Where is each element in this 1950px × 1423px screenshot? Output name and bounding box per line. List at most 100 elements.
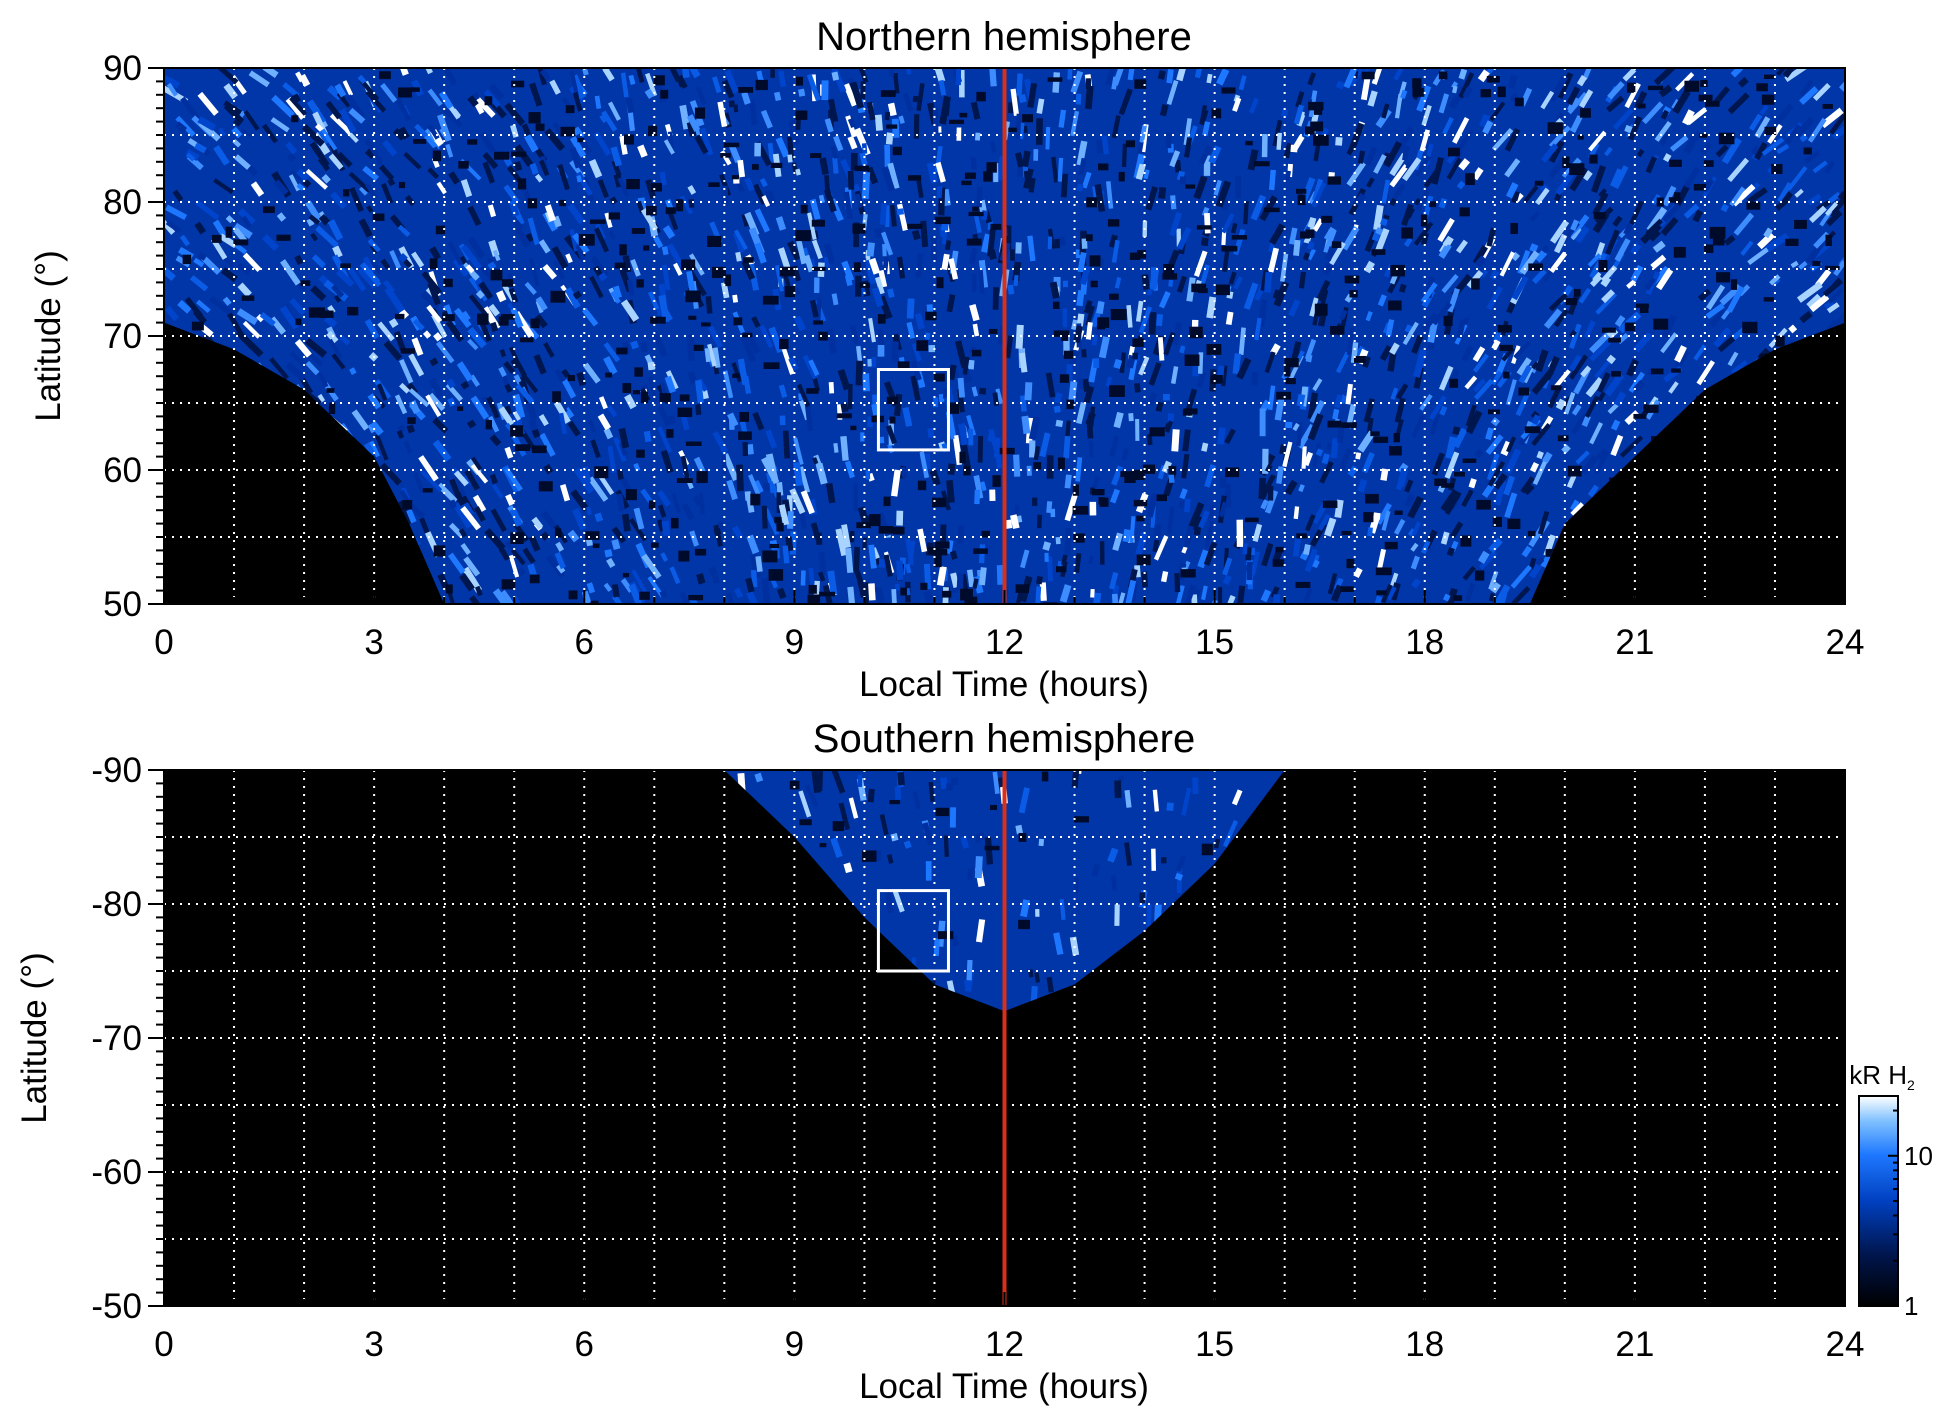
emission-gap [806,388,819,394]
emission-streak [1023,170,1029,179]
emission-streak [1169,212,1182,237]
emission-gap [676,478,693,483]
emission-streak [328,338,343,360]
emission-streak [705,296,713,314]
emission-streak [1312,218,1324,232]
emission-streak [1163,331,1176,356]
emission-streak [954,435,961,452]
emission-streak [1511,190,1520,204]
emission-streak [1364,146,1378,166]
emission-streak [1443,587,1458,604]
emission-streak [1727,92,1750,115]
emission-streak [770,68,775,78]
emission-gap [1429,201,1437,208]
emission-streak [1431,452,1445,476]
emission-streak [508,287,519,304]
emission-streak [927,428,935,438]
emission-streak [1390,387,1399,400]
emission-streak [1279,443,1287,455]
emission-gap [1376,590,1387,596]
emission-streak [1623,222,1634,236]
emission-gap [751,164,759,170]
emission-streak [1160,570,1169,583]
emission-gap [326,388,335,393]
emission-gap [1327,420,1342,428]
emission-streak [1206,73,1213,84]
emission-streak [429,357,439,367]
emission-gap [1684,80,1700,92]
emission-streak [761,577,771,604]
emission-streak [223,83,238,100]
emission-streak [905,563,912,574]
emission-gap [990,804,998,811]
emission-streak [1215,180,1232,208]
emission-streak [394,394,408,415]
emission-streak [1393,518,1406,535]
emission-streak [374,434,389,461]
emission-streak [1377,294,1387,307]
emission-streak [874,228,882,238]
emission-streak [1812,83,1831,101]
emission-gap [707,235,722,247]
emission-streak [587,476,609,502]
emission-streak [289,169,303,181]
emission-streak [728,143,742,164]
emission-streak [1458,158,1471,171]
emission-streak [166,82,178,97]
emission-streak [1472,353,1489,373]
emission-streak [717,101,728,128]
emission-streak [1008,102,1014,114]
emission-streak [894,786,902,800]
emission-streak [1064,527,1072,556]
emission-gap [1462,458,1477,463]
emission-streak [330,191,347,210]
emission-streak [1114,780,1122,799]
emission-streak [1045,127,1051,150]
emission-streak [1419,393,1433,411]
emission-streak [1192,362,1200,377]
emission-streak [850,325,860,345]
emission-streak [712,347,721,368]
emission-streak [906,68,912,75]
emission-streak [1747,247,1770,265]
emission-streak [800,570,806,586]
emission-streak [1146,492,1159,518]
colorbar-unit-subscript: 2 [1907,1077,1915,1093]
emission-gap [1730,279,1738,290]
emission-streak [1224,428,1236,445]
emission-gap [1066,399,1075,410]
emission-streak [1715,144,1729,158]
emission-gap [300,280,311,286]
emission-streak [665,370,679,390]
emission-streak [1520,476,1535,494]
emission-streak [857,774,863,787]
emission-streak [970,156,977,170]
emission-streak [1094,184,1106,212]
emission-streak [1660,216,1679,237]
emission-streak [1489,269,1500,281]
emission-streak [867,358,872,367]
emission-gap [1370,431,1380,437]
emission-streak [1548,292,1568,312]
emission-streak [1109,435,1120,457]
emission-streak [1606,95,1625,113]
emission-streak [856,345,863,362]
emission-streak [376,383,388,401]
emission-streak [974,856,983,879]
emission-streak [694,134,709,155]
emission-streak [1437,217,1455,243]
emission-streak [948,364,957,381]
emission-streak [698,492,706,515]
emission-streak [719,173,732,197]
emission-gap [936,277,944,289]
emission-streak [1222,574,1232,585]
emission-streak [1079,265,1091,286]
emission-gap [530,318,540,329]
emission-streak [1353,567,1363,579]
emission-streak [1249,97,1259,114]
emission-streak [1330,438,1339,459]
emission-streak [913,114,920,139]
emission-gap [650,542,659,548]
emission-gap [949,402,960,414]
emission-gap [968,211,984,217]
